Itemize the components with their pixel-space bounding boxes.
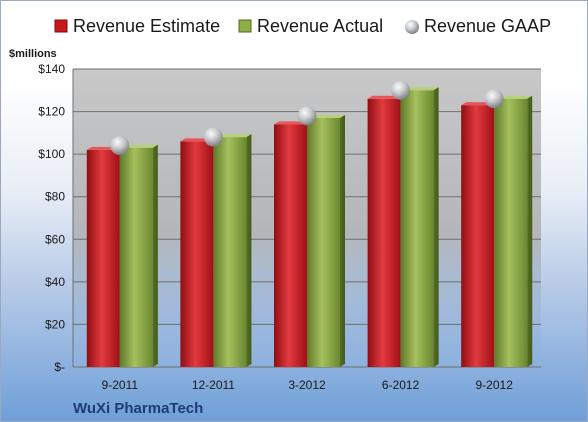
x-tick-label: 9-2011	[102, 378, 139, 392]
bar-revenue-actual-top	[400, 87, 439, 91]
y-tick-label: $40	[45, 275, 65, 289]
legend-swatch-estimate	[54, 19, 68, 33]
legend-label-estimate: Revenue Estimate	[73, 16, 220, 36]
bar-revenue-actual-top	[307, 114, 345, 118]
marker-revenue-gaap	[203, 127, 223, 147]
bar-revenue-actual	[213, 137, 247, 367]
x-tick-label: 12-2011	[192, 378, 235, 392]
bar-revenue-actual	[307, 117, 340, 367]
bar-revenue-actual	[400, 90, 434, 368]
y-axis-unit-label: $millions	[9, 48, 57, 60]
y-axis-ticks: $- $20 $40 $60 $80 $100 $120 $140	[38, 62, 65, 374]
bar-revenue-estimate	[86, 149, 120, 367]
legend-label-actual: Revenue Actual	[257, 16, 383, 36]
x-axis-ticks: 9-2011 12-2011 3-2012 6-2012 9-2012	[102, 378, 514, 392]
y-tick-label: $60	[45, 232, 65, 246]
legend: Revenue Estimate Revenue Actual Revenue …	[54, 16, 551, 36]
y-tick-label: $20	[45, 317, 65, 331]
bar-revenue-actual	[119, 147, 153, 367]
y-tick-label: $80	[45, 190, 65, 204]
marker-revenue-gaap	[484, 89, 504, 109]
bar-revenue-actual-side	[246, 134, 252, 367]
y-tick-label: $140	[38, 62, 65, 76]
bar-revenue-estimate	[274, 124, 307, 367]
gaap-markers	[110, 80, 504, 156]
bar-revenue-estimate	[461, 105, 495, 367]
y-tick-label: $100	[38, 147, 65, 161]
bars	[86, 87, 533, 368]
bar-revenue-actual-side	[340, 114, 345, 367]
y-tick-label: $120	[38, 105, 65, 119]
bar-revenue-actual	[494, 98, 528, 368]
marker-revenue-gaap	[297, 106, 317, 126]
marker-revenue-gaap	[110, 136, 130, 156]
y-tick-label: $-	[54, 360, 65, 374]
bar-revenue-estimate	[180, 141, 214, 367]
legend-marker-gaap	[405, 20, 419, 34]
bar-revenue-estimate	[367, 98, 401, 368]
bar-revenue-actual-top	[213, 134, 252, 138]
company-name: WuXi PharmaTech	[73, 400, 203, 417]
x-tick-label: 3-2012	[288, 378, 326, 392]
x-tick-label: 6-2012	[382, 378, 420, 392]
x-tick-label: 9-2012	[476, 378, 514, 392]
bar-revenue-actual-side	[433, 87, 439, 368]
bar-revenue-actual-top	[119, 144, 158, 148]
legend-swatch-actual	[238, 19, 252, 33]
bar-revenue-actual-side	[152, 144, 158, 367]
marker-revenue-gaap	[391, 80, 411, 100]
legend-label-gaap: Revenue GAAP	[424, 16, 551, 36]
bar-revenue-actual-top	[494, 95, 533, 99]
bar-revenue-actual-side	[527, 95, 533, 368]
